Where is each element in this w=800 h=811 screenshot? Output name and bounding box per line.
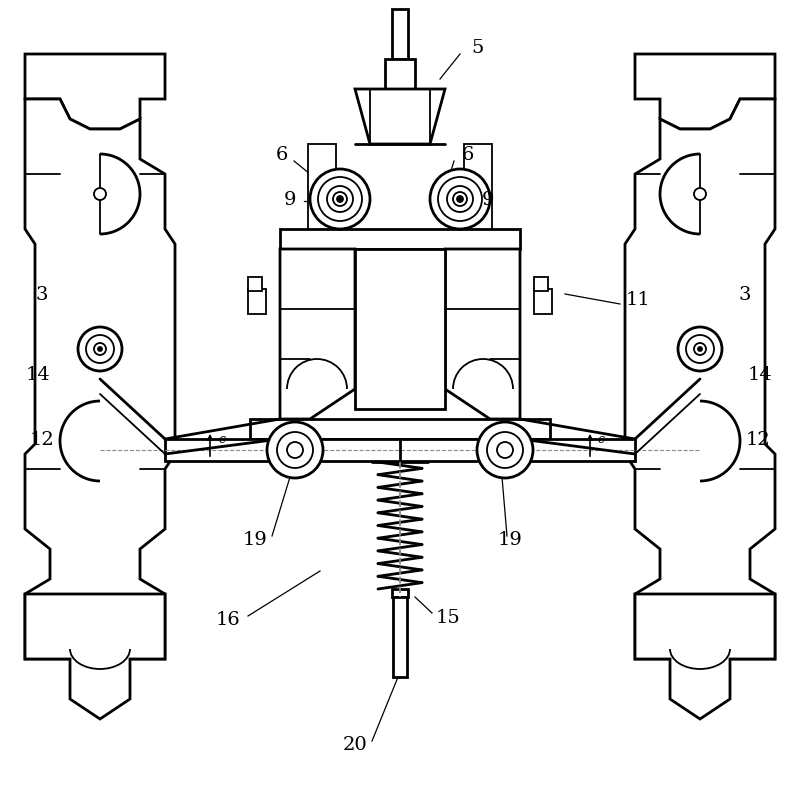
Circle shape — [267, 423, 323, 478]
Circle shape — [287, 443, 303, 458]
Text: 20: 20 — [342, 735, 367, 753]
Circle shape — [447, 187, 473, 212]
Bar — [392, 10, 408, 60]
Bar — [248, 277, 262, 292]
Circle shape — [457, 197, 463, 203]
Bar — [308, 145, 336, 230]
Text: 3: 3 — [36, 285, 48, 303]
Polygon shape — [25, 55, 165, 130]
Circle shape — [86, 336, 114, 363]
Bar — [393, 597, 407, 677]
Text: 16: 16 — [216, 610, 240, 629]
Text: 14: 14 — [748, 366, 772, 384]
Text: 6: 6 — [462, 146, 474, 164]
Text: 12: 12 — [746, 431, 770, 448]
Text: c: c — [218, 432, 225, 445]
Text: 14: 14 — [26, 366, 50, 384]
Polygon shape — [25, 594, 165, 719]
Circle shape — [327, 187, 353, 212]
Bar — [534, 277, 548, 292]
Polygon shape — [625, 100, 775, 659]
Circle shape — [430, 169, 490, 230]
Circle shape — [497, 443, 513, 458]
Bar — [385, 60, 415, 90]
Text: c: c — [597, 432, 604, 445]
Text: 9: 9 — [284, 191, 296, 208]
Circle shape — [686, 336, 714, 363]
Text: 6: 6 — [276, 146, 288, 164]
Polygon shape — [445, 250, 520, 419]
Text: 15: 15 — [436, 608, 460, 626]
Circle shape — [78, 328, 122, 371]
Polygon shape — [355, 90, 445, 145]
Circle shape — [94, 189, 106, 201]
Text: 11: 11 — [626, 290, 650, 309]
Text: 19: 19 — [242, 530, 267, 548]
Circle shape — [487, 432, 523, 469]
Circle shape — [277, 432, 313, 469]
Circle shape — [333, 193, 347, 207]
Bar — [392, 590, 408, 597]
Circle shape — [698, 348, 702, 351]
Circle shape — [477, 423, 533, 478]
Circle shape — [694, 344, 706, 355]
Circle shape — [438, 178, 482, 221]
Circle shape — [453, 193, 467, 207]
Bar — [165, 440, 635, 461]
Circle shape — [94, 344, 106, 355]
Circle shape — [337, 197, 343, 203]
Text: 12: 12 — [30, 431, 54, 448]
Circle shape — [694, 189, 706, 201]
Polygon shape — [635, 55, 775, 130]
Polygon shape — [25, 100, 175, 659]
Circle shape — [678, 328, 722, 371]
Circle shape — [310, 169, 370, 230]
Text: 3: 3 — [738, 285, 751, 303]
Bar — [534, 290, 552, 315]
Text: 9: 9 — [482, 191, 494, 208]
Bar — [248, 290, 266, 315]
Bar — [250, 419, 550, 440]
Circle shape — [318, 178, 362, 221]
Bar — [355, 250, 445, 410]
Polygon shape — [280, 250, 355, 419]
Bar — [280, 230, 520, 250]
Circle shape — [98, 348, 102, 351]
Polygon shape — [635, 594, 775, 719]
Text: 19: 19 — [498, 530, 522, 548]
Text: 5: 5 — [472, 39, 484, 57]
Bar — [464, 145, 492, 230]
